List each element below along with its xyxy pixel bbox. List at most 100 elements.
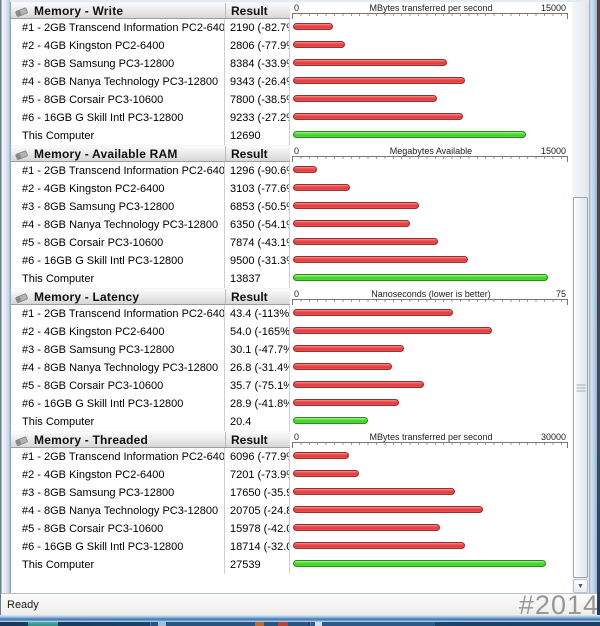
benchmark-row[interactable]: #3 - 8GB Samsung PC3-12800 17650 (-35.9%…	[11, 484, 572, 502]
section-header: Memory - Write Result	[11, 2, 290, 19]
benchmark-sections: Memory - Write Result 0 MBytes transferr…	[11, 2, 572, 574]
result-value: 35.7 (-75.1%)	[225, 377, 290, 395]
bar-track	[293, 37, 569, 55]
bar-track	[293, 395, 569, 413]
system-name: #3 - 8GB Samsung PC3-12800	[11, 341, 225, 359]
benchmark-row[interactable]: #3 - 8GB Samsung PC3-12800 6853 (-50.5%)	[11, 198, 572, 216]
result-value: 7874 (-43.1%)	[225, 234, 290, 252]
benchmark-row[interactable]: #4 - 8GB Nanya Technology PC3-12800 9343…	[11, 73, 572, 91]
result-value: 2190 (-82.7%)	[225, 19, 290, 37]
result-bar	[293, 524, 440, 531]
axis-title: Megabytes Available	[389, 146, 473, 156]
benchmark-row[interactable]: #3 - 8GB Samsung PC3-12800 8384 (-33.9%)	[11, 55, 572, 73]
section-header: Memory - Available RAM Result	[11, 145, 290, 162]
window-top-border	[0, 0, 600, 2]
benchmark-row[interactable]: #2 - 4GB Kingston PC2-6400 54.0 (-165%)	[11, 323, 572, 341]
benchmark-row[interactable]: This Computer 12690	[11, 127, 572, 145]
taskbar-fragment	[0, 622, 600, 626]
bar-track	[293, 270, 569, 288]
benchmark-row[interactable]: #4 - 8GB Nanya Technology PC3-12800 26.8…	[11, 359, 572, 377]
window-bottom-border	[0, 615, 600, 622]
bar-track	[293, 359, 569, 377]
benchmark-row[interactable]: #2 - 4GB Kingston PC2-6400 2806 (-77.9%)	[11, 37, 572, 55]
benchmark-row[interactable]: #5 - 8GB Corsair PC3-10600 7874 (-43.1%)	[11, 234, 572, 252]
benchmark-row[interactable]: #1 - 2GB Transcend Information PC2-6400 …	[11, 448, 572, 466]
result-bar	[293, 399, 400, 406]
system-name: #5 - 8GB Corsair PC3-10600	[11, 234, 225, 252]
benchmark-row[interactable]: #2 - 4GB Kingston PC2-6400 7201 (-73.9%)	[11, 466, 572, 484]
result-bar	[293, 131, 527, 138]
system-name: #1 - 2GB Transcend Information PC2-6400	[11, 162, 225, 180]
taskbar-button-fragment	[150, 622, 308, 626]
vertical-scrollbar[interactable]: ▼	[572, 2, 589, 593]
taskbar-button-fragment	[310, 622, 435, 626]
benchmark-row[interactable]: #5 - 8GB Corsair PC3-10600 7800 (-38.5%)	[11, 91, 572, 109]
section-header: Memory - Threaded Result	[11, 431, 290, 448]
result-bar	[293, 542, 466, 549]
system-name: #3 - 8GB Samsung PC3-12800	[11, 484, 225, 502]
benchmark-row[interactable]: This Computer 20.4	[11, 413, 572, 431]
result-value: 26.8 (-31.4%)	[225, 359, 290, 377]
system-name: This Computer	[11, 270, 225, 288]
benchmark-row[interactable]: #1 - 2GB Transcend Information PC2-6400 …	[11, 19, 572, 37]
benchmark-row[interactable]: #6 - 16GB G Skill Intl PC3-12800 28.9 (-…	[11, 395, 572, 413]
result-value: 8384 (-33.9%)	[225, 55, 290, 73]
benchmark-row[interactable]: #3 - 8GB Samsung PC3-12800 30.1 (-47.7%)	[11, 341, 572, 359]
bar-track	[293, 305, 569, 323]
benchmark-row[interactable]: #1 - 2GB Transcend Information PC2-6400 …	[11, 162, 572, 180]
benchmark-row[interactable]: This Computer 27539	[11, 556, 572, 574]
result-bar	[293, 41, 345, 48]
scrollbar-down-button[interactable]: ▼	[573, 579, 588, 593]
system-name: #5 - 8GB Corsair PC3-10600	[11, 91, 225, 109]
result-value: 20705 (-24.8%)	[225, 502, 290, 520]
benchmark-row[interactable]: #5 - 8GB Corsair PC3-10600 15978 (-42.0%…	[11, 520, 572, 538]
system-name: #4 - 8GB Nanya Technology PC3-12800	[11, 359, 225, 377]
benchmark-row[interactable]: #6 - 16GB G Skill Intl PC3-12800 18714 (…	[11, 538, 572, 556]
result-bar	[293, 202, 420, 209]
axis-title: MBytes transferred per second	[369, 432, 493, 442]
bar-track	[293, 502, 569, 520]
result-value: 7201 (-73.9%)	[225, 466, 290, 484]
benchmark-row[interactable]: #4 - 8GB Nanya Technology PC3-12800 2070…	[11, 502, 572, 520]
bar-track	[293, 341, 569, 359]
benchmark-row[interactable]: This Computer 13837	[11, 270, 572, 288]
section-header-band: Memory - Latency Result 0 Nanoseconds (l…	[11, 288, 572, 305]
axis-min-label: 0	[294, 432, 300, 442]
result-value: 30.1 (-47.7%)	[225, 341, 290, 359]
bar-track	[293, 323, 569, 341]
results-client-area: Memory - Write Result 0 MBytes transferr…	[10, 2, 572, 593]
result-value: 54.0 (-165%)	[225, 323, 290, 341]
section-header-band: Memory - Available RAM Result 0 Megabyte…	[11, 145, 572, 162]
benchmark-section: Memory - Threaded Result 0 MBytes transf…	[11, 431, 572, 574]
bar-track	[293, 198, 569, 216]
result-value: 17650 (-35.9%)	[225, 484, 290, 502]
system-name: #3 - 8GB Samsung PC3-12800	[11, 55, 225, 73]
axis-max-label: 30000	[540, 432, 566, 442]
benchmark-row[interactable]: #5 - 8GB Corsair PC3-10600 35.7 (-75.1%)	[11, 377, 572, 395]
result-bar	[293, 452, 350, 459]
system-name: #5 - 8GB Corsair PC3-10600	[11, 520, 225, 538]
benchmark-row[interactable]: #2 - 4GB Kingston PC2-6400 3103 (-77.6%)	[11, 180, 572, 198]
result-value: 43.4 (-113%)	[225, 305, 290, 323]
bar-track	[293, 55, 569, 73]
scrollbar-thumb[interactable]	[573, 197, 588, 578]
section-title: Memory - Available RAM	[34, 146, 178, 161]
result-column-header: Result	[225, 3, 290, 18]
benchmark-row[interactable]: #4 - 8GB Nanya Technology PC3-12800 6350…	[11, 216, 572, 234]
system-name: #6 - 16GB G Skill Intl PC3-12800	[11, 109, 225, 127]
axis-min-label: 0	[294, 146, 300, 156]
window-left-border	[0, 0, 10, 622]
benchmark-row[interactable]: #6 - 16GB G Skill Intl PC3-12800 9233 (-…	[11, 109, 572, 127]
result-value: 9500 (-31.3%)	[225, 252, 290, 270]
benchmark-row[interactable]: #1 - 2GB Transcend Information PC2-6400 …	[11, 305, 572, 323]
result-value: 18714 (-32.0%)	[225, 538, 290, 556]
axis-title: MBytes transferred per second	[369, 3, 493, 13]
system-name: #2 - 4GB Kingston PC2-6400	[11, 180, 225, 198]
chevron-down-icon: ▼	[577, 582, 584, 590]
benchmark-row[interactable]: #6 - 16GB G Skill Intl PC3-12800 9500 (-…	[11, 252, 572, 270]
section-rows: #1 - 2GB Transcend Information PC2-6400 …	[11, 162, 572, 288]
result-value: 28.9 (-41.8%)	[225, 395, 290, 413]
bar-track	[293, 180, 569, 198]
bar-track	[293, 252, 569, 270]
result-bar	[293, 345, 404, 352]
